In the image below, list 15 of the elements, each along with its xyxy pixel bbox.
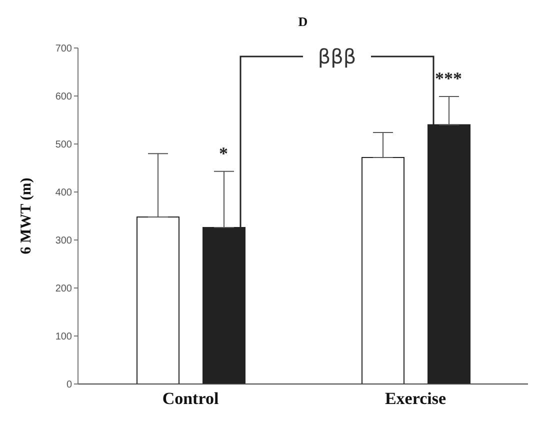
y-tick-label: 300 [55,236,72,247]
annotation: * [219,143,228,164]
x-tick-label: Control [162,389,219,408]
y-tick-label: 200 [55,284,72,295]
y-tick-label: 0 [66,380,72,391]
annotation: βββ [318,44,356,68]
y-tick-label: 100 [55,332,72,343]
y-tick-label: 600 [55,92,72,103]
y-tick-label: 400 [55,188,72,199]
annotation: *** [435,68,462,88]
y-tick-label: 700 [55,44,72,55]
y-axis-title: 6 MWT (m) [18,178,34,254]
chart-title: D [298,14,308,29]
x-tick-label: Exercise [384,389,446,408]
y-tick-label: 500 [55,140,72,151]
